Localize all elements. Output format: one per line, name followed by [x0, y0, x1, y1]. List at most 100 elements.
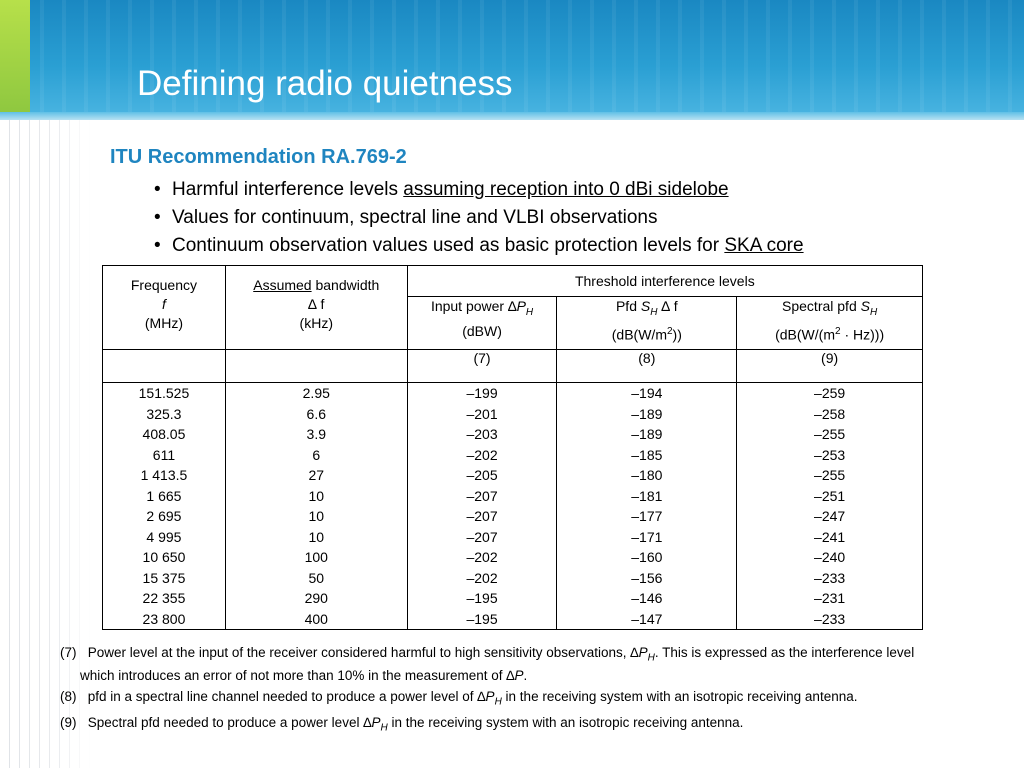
- table-cell-value: 6.6: [306, 405, 326, 422]
- empty-cell: [224, 349, 408, 383]
- bullet-list: • Harmful interference levels assuming re…: [150, 176, 804, 260]
- table-cell-value: –201: [466, 405, 498, 422]
- table-cell-value: –177: [631, 508, 663, 524]
- table-cell-value: 408.05: [142, 426, 186, 442]
- table-cell-value: –171: [631, 528, 663, 545]
- table-cell-value: 15 375: [142, 569, 186, 586]
- table-cell-value: –156: [631, 569, 663, 586]
- table-cell-value: –247: [814, 508, 846, 524]
- bandwidth-header: Assumed bandwidth ∆ f (kHz): [224, 265, 408, 350]
- bullet-dot-icon: •: [154, 235, 161, 256]
- bullet-dot-icon: •: [154, 207, 161, 228]
- table-cell-value: –194: [631, 385, 663, 401]
- table-cell-value: –181: [631, 487, 663, 504]
- footnotes: (7) Power level at the input of the rece…: [60, 644, 940, 741]
- table-cell-value: 611: [152, 446, 176, 463]
- table-cell-value: –180: [631, 467, 663, 483]
- table-cell-value: 3.9: [306, 426, 326, 442]
- table-cell-value: –199: [466, 385, 498, 401]
- column-number: (9): [736, 349, 923, 383]
- table-cell-value: 290: [304, 590, 328, 606]
- footnote-8: (8) pfd in a spectral line channel neede…: [60, 688, 858, 708]
- table-cell-value: –147: [631, 610, 663, 627]
- table-cell-value: 1 665: [146, 487, 182, 504]
- table-cell-value: 1 413.5: [140, 467, 188, 483]
- empty-cell: [102, 349, 226, 383]
- bullet-dot-icon: •: [154, 179, 161, 200]
- table-subheader-row: Input power ∆PH (dBW) Pfd SH ∆ f (dB(W/m…: [103, 296, 923, 350]
- table-cell-value: –195: [466, 590, 498, 606]
- table-cell-value: –205: [466, 467, 498, 483]
- table-cell-value: –240: [814, 549, 846, 565]
- table-cell-value: 2 695: [146, 508, 182, 524]
- spectral-pfd-header: Spectral pfd SH (dB(W/(m2 · Hz))): [736, 296, 923, 350]
- table-cell-value: 10: [308, 528, 325, 545]
- bullet-underlined-text: assuming reception into 0 dBi sidelobe: [403, 179, 729, 200]
- table-data-row: 151.525 325.3 408.05 611 1 413.5 1 665 2 695 4 …: [102, 382, 923, 630]
- table-cell-value: –233: [814, 610, 846, 627]
- header-stripes: [0, 0, 1024, 120]
- table-cell-value: 10: [308, 487, 325, 504]
- table-cell-value: 6: [312, 446, 321, 463]
- table-cell-value: –185: [631, 446, 663, 463]
- input-power-values: –199 –201 –203 –202 –205 –207 –207 –207 –202 –202…: [406, 382, 558, 630]
- input-power-header: Input power ∆PH (dBW): [406, 296, 558, 350]
- column-number: (8): [556, 349, 738, 383]
- bullet-item: • Values for continuum, spectral line and…: [150, 204, 804, 232]
- slide-title: Defining radio quietness: [137, 64, 513, 103]
- table-cell-value: 23 800: [142, 610, 186, 627]
- table-cell-value: –202: [466, 446, 498, 463]
- table-cell-value: –146: [631, 590, 663, 606]
- table-cell-value: –207: [466, 528, 498, 545]
- green-accent-bar: [0, 0, 30, 120]
- table-cell-value: –202: [466, 549, 498, 565]
- table-cell-value: –258: [814, 405, 846, 422]
- table-cell-value: –189: [631, 426, 663, 442]
- bullet-item: • Harmful interference levels assuming re…: [150, 176, 804, 204]
- table-cell-value: –253: [814, 446, 846, 463]
- column-number-row: (7) (8) (9): [102, 349, 923, 383]
- frequency-header: Frequency f (MHz): [102, 265, 226, 350]
- table-cell-value: –207: [466, 508, 498, 524]
- decorative-lines-fade: [0, 120, 92, 768]
- table-cell-value: 151.525: [138, 385, 190, 401]
- table-cell-value: –202: [466, 569, 498, 586]
- bullet-text: Continuum observation values used as bas…: [172, 235, 725, 256]
- interference-table: Frequency f (MHz) Assumed bandwidth ∆ f …: [102, 265, 924, 630]
- bullet-text: Harmful interference levels: [172, 179, 404, 200]
- bandwidth-values: 2.95 6.6 3.9 6 27 10 10 10 100 50 290 400: [224, 382, 408, 630]
- pfd-values: –194 –189 –189 –185 –180 –181 –177 –171 –160 –156…: [556, 382, 738, 630]
- bullet-underlined-text: SKA core: [724, 235, 804, 256]
- table-cell-value: 400: [304, 610, 328, 627]
- table-cell-value: 2.95: [302, 385, 330, 401]
- threshold-header: Threshold interference levels: [406, 265, 924, 297]
- table-cell-value: 10 650: [142, 549, 186, 565]
- table-cell-value: –259: [814, 385, 846, 401]
- table-cell-value: 100: [304, 549, 328, 565]
- table-cell-value: –231: [814, 590, 846, 606]
- table-cell-value: –255: [814, 426, 846, 442]
- pfd-header: Pfd SH ∆ f (dB(W/m2)): [556, 296, 738, 350]
- column-number: (7): [406, 349, 558, 383]
- table-cell-value: –241: [814, 528, 846, 545]
- table-cell-value: –255: [814, 467, 846, 483]
- table-cell-value: –189: [631, 405, 663, 422]
- table-header-row: Frequency f (MHz) Assumed bandwidth ∆ f …: [102, 265, 924, 350]
- table-cell-value: –207: [466, 487, 498, 504]
- table-cell-value: –160: [631, 549, 663, 565]
- footnote-9: (9) Spectral pfd needed to produce a pow…: [60, 715, 744, 735]
- header-bottom-band: [0, 112, 1024, 120]
- table-cell-value: –251: [814, 487, 846, 504]
- frequency-values: 151.525 325.3 408.05 611 1 413.5 1 665 2 695 4 …: [102, 382, 226, 630]
- table-cell-value: 27: [308, 467, 325, 483]
- table-cell-value: 4 995: [146, 528, 182, 545]
- spectral-pfd-values: –259 –258 –255 –253 –255 –251 –247 –241 –240 –233…: [736, 382, 923, 630]
- table-cell-value: –203: [466, 426, 498, 442]
- header-banner: Defining radio quietness: [0, 0, 1024, 120]
- table-cell-value: 325.3: [146, 405, 182, 422]
- table-cell-value: –195: [466, 610, 498, 627]
- slide-subtitle: ITU Recommendation RA.769-2: [110, 146, 407, 168]
- footnote-7: (7) Power level at the input of the rece…: [60, 645, 915, 683]
- table-cell-value: 10: [308, 508, 325, 524]
- table-cell-value: 22 355: [142, 590, 186, 606]
